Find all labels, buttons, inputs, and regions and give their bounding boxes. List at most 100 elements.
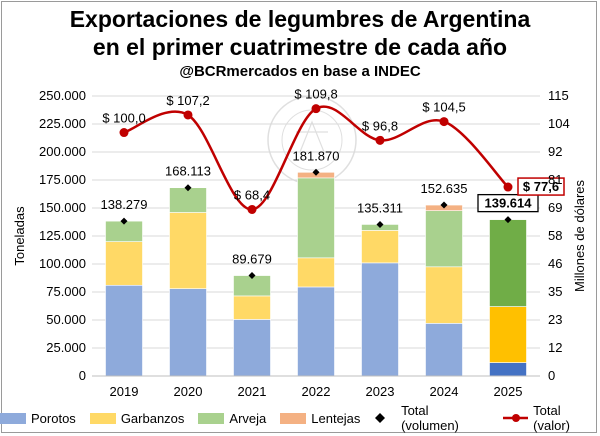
bar-garbanzos-2021 (233, 295, 271, 320)
volume-marker-2022 (312, 168, 320, 176)
value-highlight-box (517, 177, 565, 196)
volume-label-2020: 168.113 (165, 164, 211, 179)
y2-axis-title: Millones de dólares (572, 180, 587, 293)
legend-swatch-garbanzos (89, 412, 116, 424)
y-tick-label: 175.000 (39, 172, 86, 187)
bar-arveja-2024 (425, 210, 463, 268)
value-marker-2024 (439, 117, 449, 127)
bar-porotos-2020 (169, 288, 207, 377)
legend-label-lentejas: Lentejas (311, 410, 361, 426)
volume-label-2025: 139.614 (485, 196, 533, 211)
bar-garbanzos-2022 (297, 257, 335, 288)
volume-marker-2020 (184, 184, 192, 192)
y2-tick-label: 23 (548, 312, 562, 327)
legend-item-porotos: Porotos (0, 411, 76, 426)
y2-tick-label: 46 (548, 256, 562, 271)
value-marker-2023 (375, 135, 385, 145)
volume-marker-2021 (248, 272, 256, 280)
line-circle-marker-icon (502, 414, 529, 422)
y-tick-label: 150.000 (39, 200, 86, 215)
value-label-2024: $ 104,5 (422, 100, 465, 115)
x-tick-label: 2024 (430, 384, 459, 399)
volume-highlight-box (477, 193, 539, 213)
volume-label-2021: 89.679 (232, 252, 272, 267)
volume-marker-2019 (120, 217, 128, 225)
legend-swatch-porotos (0, 412, 26, 424)
volume-marker-2025 (504, 216, 512, 224)
y2-tick-label: 35 (548, 284, 562, 299)
volume-label-2019: 138.279 (101, 197, 148, 212)
value-label-2020: $ 107,2 (166, 93, 209, 108)
legend-label-arveja: Arveja (229, 410, 267, 426)
x-tick-label: 2022 (302, 384, 331, 399)
value-line-group: $ 100,0 $ 107,2 $ 68,4 $ 109,8 $ 96,8 $ 104,5… (102, 87, 565, 214)
y2-tick-label: 58 (548, 228, 562, 243)
legend-label-total-valor: Total (valor) (533, 403, 570, 433)
x-tick-label: 2019 (110, 384, 139, 399)
value-label-2023: $ 96,8 (362, 118, 398, 133)
x-tick-label: 2021 (238, 384, 267, 399)
legend-item-total-volumen: Total (volumen) (374, 403, 488, 433)
legend-item-total-valor: Total (valor) (502, 403, 600, 433)
y2-tick-label: 69 (548, 200, 562, 215)
bar-porotos-2024 (425, 323, 463, 377)
y-tick-label: 50.000 (46, 312, 86, 327)
volume-label-2024: 152.635 (421, 181, 468, 196)
y2-tick-label: 12 (548, 340, 562, 355)
value-marker-2025 (503, 182, 513, 192)
bar-porotos-2021 (233, 319, 271, 377)
y2-tick-label: 0 (548, 368, 555, 383)
bar-garbanzos-2025 (489, 306, 527, 363)
y-tick-label: 0 (79, 368, 86, 383)
y-axis-title: Toneladas (12, 206, 27, 266)
bar-porotos-2023 (361, 262, 399, 377)
y-tick-label: 100.000 (39, 256, 86, 271)
y2-tick-label: 115 (548, 88, 569, 103)
bar-garbanzos-2020 (169, 212, 207, 289)
legend-item-arveja: Arveja (198, 411, 266, 426)
x-tick-label: 2023 (366, 384, 395, 399)
value-marker-2019 (119, 128, 129, 138)
bars-group (105, 172, 527, 377)
value-label-2021: $ 68,4 (234, 187, 270, 202)
y-tick-label: 125.000 (39, 228, 86, 243)
legend-label-total-volumen: Total (volumen) (401, 403, 459, 433)
value-marker-2022 (311, 104, 321, 114)
value-label-2019: $ 100,0 (102, 111, 145, 126)
value-marker-2021 (247, 204, 257, 214)
volume-label-2022: 181.870 (293, 148, 340, 163)
diamond-marker-icon (375, 413, 386, 423)
y-tick-label: 225.000 (39, 116, 86, 131)
bar-arveja-2022 (297, 177, 335, 259)
legend-label-garbanzos: Garbanzos (120, 410, 185, 426)
y-tick-label: 75.000 (46, 284, 86, 299)
bar-garbanzos-2019 (105, 241, 143, 286)
y-tick-label: 25.000 (46, 340, 86, 355)
volume-markers-group: 138.279 168.113 89.679 181.870 135.311 152.63… (101, 148, 539, 280)
bar-arveja-2025 (489, 219, 527, 307)
x-tick-label: 2020 (174, 384, 203, 399)
legend-swatch-lentejas (280, 412, 307, 424)
legend-label-porotos: Porotos (31, 410, 76, 426)
axes-group: 0 25.000 50.000 75.000 100.000 125.000 150.000… (12, 88, 587, 399)
y-tick-label: 200.000 (39, 144, 86, 159)
bar-garbanzos-2023 (361, 230, 399, 264)
chart-title-line2: en el primer cuatrimestre de cada año (92, 34, 508, 60)
volume-label-2023: 135.311 (357, 200, 403, 215)
y2-tick-label: 92 (548, 144, 562, 159)
y2-tick-label: 104 (548, 116, 570, 131)
legend-item-lentejas: Lentejas (280, 411, 360, 426)
y2-tick-label: 81 (548, 172, 562, 187)
value-label-2025: $ 77,6 (523, 179, 559, 194)
y-tick-label: 250.000 (39, 88, 86, 103)
value-label-2022: $ 109,8 (294, 87, 337, 102)
bar-porotos-2019 (105, 284, 143, 377)
bar-garbanzos-2024 (425, 266, 463, 324)
bar-arveja-2020 (169, 187, 207, 213)
chart-subtitle: @BCRmercados en base a INDEC (179, 63, 421, 80)
x-tick-label: 2025 (494, 384, 523, 399)
volume-marker-2024 (440, 201, 448, 209)
legend-item-garbanzos: Garbanzos (89, 410, 185, 426)
